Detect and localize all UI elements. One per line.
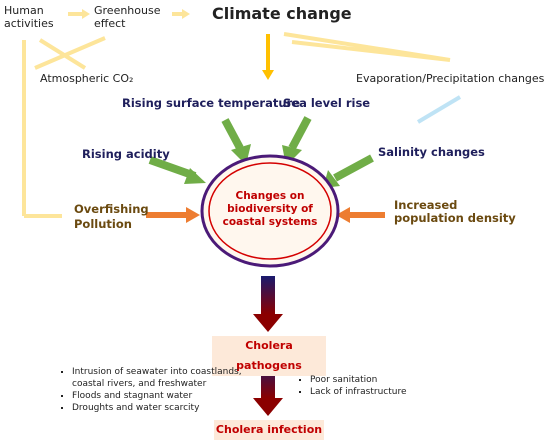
- list: Poor sanitationLack of infrastructure: [300, 374, 440, 398]
- node-text: Increased population density: [394, 198, 516, 225]
- center-text: Changes on biodiversity of coastal syste…: [222, 190, 318, 228]
- box: Cholera infection: [214, 420, 324, 440]
- node-text: Greenhouse effect: [94, 4, 161, 30]
- node-text: Rising acidity: [82, 147, 170, 161]
- list-item: Intrusion of seawater into coastlands, c…: [72, 366, 257, 390]
- node-text: Overfishing: [74, 202, 149, 216]
- node-text: Pollution: [74, 217, 132, 231]
- node-text: Rising surface temperature: [122, 96, 300, 110]
- list-item: Droughts and water scarcity: [72, 402, 257, 414]
- list-item: Poor sanitation: [310, 374, 440, 386]
- node-text: Sea level rise: [283, 96, 371, 110]
- list: Intrusion of seawater into coastlands, c…: [62, 366, 257, 414]
- list-item: Floods and stagnant water: [72, 390, 257, 402]
- node-text: Climate change: [212, 4, 352, 23]
- list-item: Lack of infrastructure: [310, 386, 440, 398]
- node-text: Salinity changes: [378, 145, 485, 159]
- node-text: Atmospheric CO₂: [40, 72, 134, 85]
- node-text: Evaporation/Precipitation changes: [356, 72, 545, 85]
- box: Cholera pathogens: [212, 336, 326, 376]
- node-text: Human activities: [4, 4, 54, 30]
